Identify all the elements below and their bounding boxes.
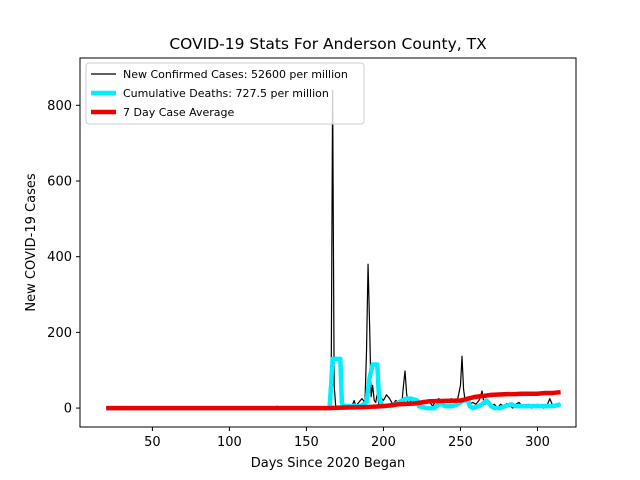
x-tick-label: 200: [371, 435, 396, 450]
y-tick-label: 0: [64, 402, 72, 417]
y-tick-label: 800: [47, 99, 72, 114]
y-axis-label: New COVID-19 Cases: [24, 173, 39, 311]
y-tick-label: 400: [47, 250, 72, 265]
x-axis-label: Days Since 2020 Began: [251, 456, 406, 471]
x-tick-label: 150: [294, 435, 319, 450]
y-tick-label: 600: [47, 175, 72, 190]
legend-label-2: 7 Day Case Average: [123, 106, 235, 119]
x-tick-label: 250: [448, 435, 473, 450]
legend: New Confirmed Cases: 52600 per million Cu…: [85, 62, 365, 125]
y-tick-label: 200: [47, 326, 72, 341]
x-tick-label: 300: [525, 435, 550, 450]
x-tick-label: 50: [144, 435, 161, 450]
chart-title: COVID-19 Stats For Anderson County, TX: [169, 35, 487, 53]
plot-frame: [79, 57, 577, 428]
series-line-2: [106, 389, 561, 411]
x-tick-label: 100: [217, 435, 242, 450]
x-axis: 50 100 150 200 250 300: [144, 427, 550, 450]
legend-label-1: Cumulative Deaths: 727.5 per million: [123, 87, 329, 100]
series-layer: [106, 89, 562, 411]
legend-label-0: New Confirmed Cases: 52600 per million: [123, 68, 348, 81]
y-axis: 0 200 400 600 800: [47, 99, 80, 417]
legend-box: [85, 62, 365, 125]
